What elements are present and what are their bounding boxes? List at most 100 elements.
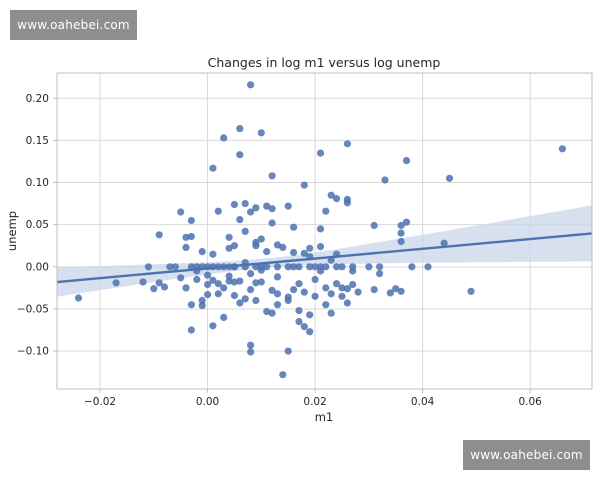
data-point: [284, 296, 292, 305]
data-point: [252, 204, 260, 212]
x-tick-label: 0.02: [303, 396, 326, 408]
data-point: [376, 270, 384, 278]
data-point: [247, 341, 255, 349]
data-point: [327, 290, 335, 298]
data-point: [440, 239, 448, 247]
data-point: [316, 149, 325, 157]
data-point: [365, 263, 373, 271]
data-point: [333, 280, 341, 288]
data-point: [236, 299, 244, 307]
data-point: [252, 296, 260, 305]
data-point: [295, 280, 303, 288]
data-point: [182, 243, 190, 251]
data-point: [155, 231, 163, 239]
data-point: [241, 295, 249, 303]
data-point: [279, 243, 287, 251]
data-point: [290, 248, 298, 257]
data-point: [273, 290, 282, 298]
data-point: [300, 323, 308, 331]
data-point: [333, 263, 341, 271]
data-point: [171, 263, 179, 271]
data-point: [322, 301, 330, 309]
data-point: [290, 263, 298, 271]
data-point: [273, 301, 282, 309]
data-point: [144, 263, 152, 271]
y-tick-label: 0.05: [26, 219, 49, 231]
data-point: [316, 243, 325, 251]
data-point: [247, 208, 255, 216]
data-point: [273, 263, 282, 271]
data-point: [230, 291, 238, 300]
data-point: [187, 232, 195, 241]
data-point: [343, 140, 351, 148]
data-point: [214, 207, 222, 215]
data-point: [279, 371, 287, 379]
data-point: [225, 272, 233, 280]
y-tick-label: 0.20: [26, 93, 49, 105]
data-point: [306, 244, 314, 252]
data-point: [268, 205, 276, 213]
data-point: [467, 287, 475, 295]
confidence-band-layer: [57, 205, 592, 297]
tick-labels-layer: −0.02 0.00 0.02 0.04 0.06 −0.10 −0.05 0.00 0.05 0…: [17, 93, 542, 408]
data-point: [247, 81, 255, 89]
data-point: [327, 191, 335, 199]
data-point: [397, 237, 405, 246]
data-point: [300, 249, 308, 257]
data-point: [155, 279, 163, 287]
data-point: [198, 302, 206, 310]
data-point: [198, 248, 206, 256]
data-point: [376, 263, 384, 271]
y-tick-label: 0.15: [26, 135, 49, 147]
data-point: [209, 322, 217, 330]
data-point: [230, 200, 238, 209]
data-point: [252, 279, 260, 287]
data-point: [311, 292, 319, 300]
y-tick-label: 0.00: [26, 261, 49, 273]
data-point: [397, 229, 405, 237]
data-point: [284, 263, 292, 271]
data-point: [263, 202, 271, 210]
data-point: [139, 278, 147, 286]
data-point: [220, 313, 228, 321]
data-point: [316, 267, 325, 275]
data-point: [150, 285, 158, 293]
data-point: [74, 294, 83, 302]
data-point: [257, 129, 265, 137]
data-point: [268, 172, 276, 180]
data-point: [306, 328, 314, 336]
x-tick-label: 0.06: [518, 396, 542, 408]
data-point: [408, 263, 416, 271]
data-point: [214, 280, 222, 288]
data-point: [187, 326, 195, 334]
data-point: [397, 287, 405, 295]
data-point: [397, 221, 405, 230]
data-point: [316, 225, 325, 233]
data-point: [204, 291, 212, 299]
data-point: [268, 286, 276, 294]
x-tick-label: 0.00: [196, 396, 219, 408]
data-point: [284, 202, 292, 210]
data-point: [338, 284, 346, 292]
data-point: [349, 263, 357, 271]
data-point: [177, 208, 185, 216]
data-point: [182, 284, 190, 292]
data-point: [354, 288, 362, 296]
data-point: [268, 219, 276, 227]
data-point: [300, 288, 308, 296]
data-point: [247, 286, 255, 294]
data-point: [311, 275, 319, 284]
data-point: [370, 286, 378, 294]
watermark-bottom: www.oahebei.com: [463, 440, 590, 470]
data-point: [263, 263, 271, 271]
data-point: [225, 233, 233, 241]
data-point: [338, 292, 346, 300]
data-point: [209, 250, 217, 258]
data-point: [273, 273, 282, 281]
data-point: [204, 280, 212, 289]
axes-frame: [56, 72, 593, 390]
data-point: [257, 278, 265, 286]
data-point: [187, 301, 195, 309]
data-point: [230, 242, 238, 250]
